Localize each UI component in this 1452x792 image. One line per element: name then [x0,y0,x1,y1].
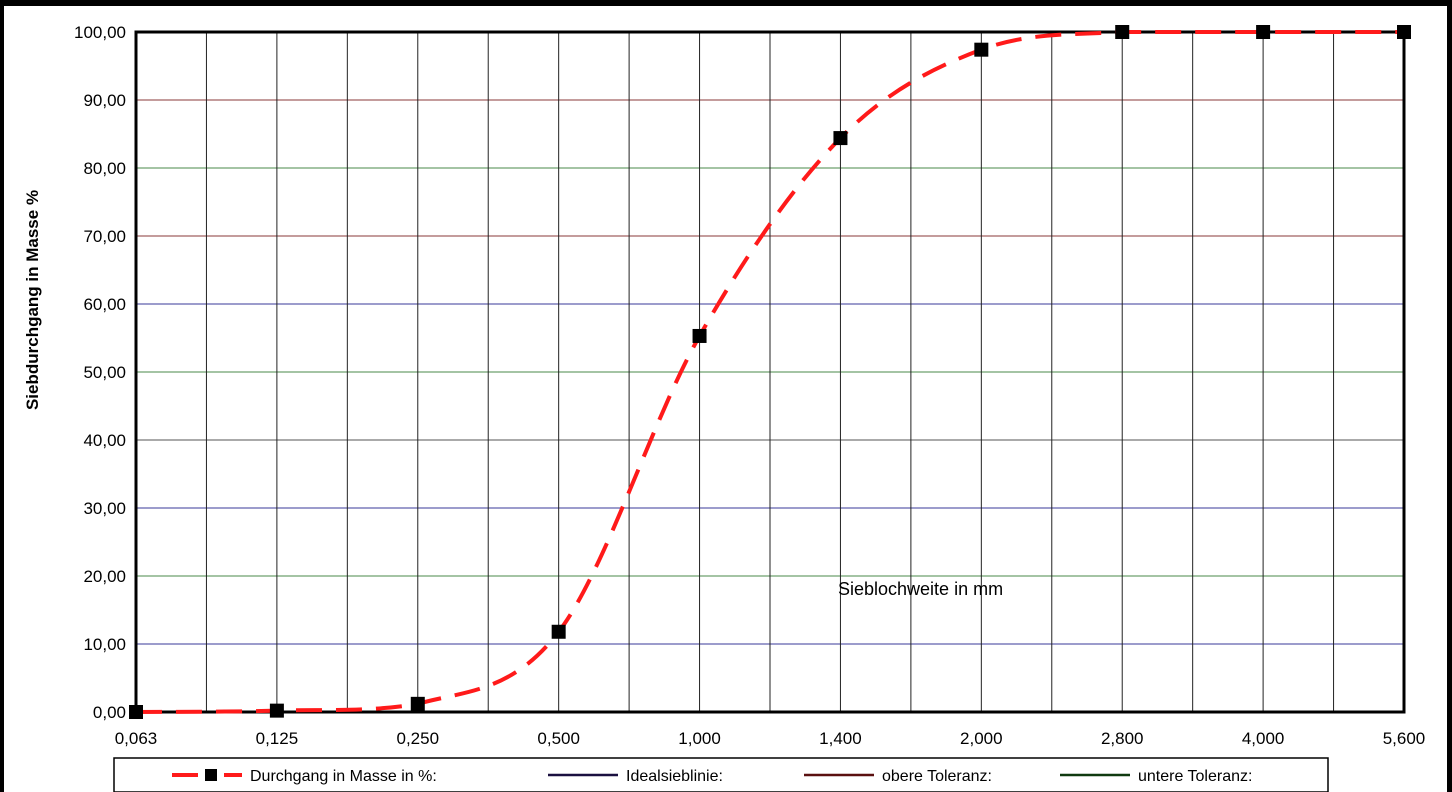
y-tick-label: 100,00 [74,23,126,42]
data-point [1397,25,1411,39]
y-tick-label: 90,00 [83,91,126,110]
legend-entry-label: obere Toleranz: [882,768,992,785]
x-tick-label: 4,000 [1242,729,1285,748]
y-tick-labels: 0,00 10,00 20,00 30,00 40,00 50,00 60,00 70,00 8… [74,23,126,722]
x-tick-label: 0,500 [537,729,580,748]
legend-entry-label: untere Toleranz: [1138,768,1252,785]
y-tick-label: 20,00 [83,567,126,586]
x-tick-label: 1,400 [819,729,862,748]
y-tick-label: 10,00 [83,635,126,654]
data-point [1256,25,1271,39]
y-tick-label: 40,00 [83,431,126,450]
series-durchgang-markers [129,25,1411,719]
y-tick-label: 30,00 [83,499,126,518]
legend-marker [205,769,217,781]
data-point [269,703,284,718]
legend: Durchgang in Masse in %: Idealsieblinie: o… [113,757,1329,792]
series-path [135,29,1404,714]
x-tick-label: 0,125 [256,729,299,748]
data-point [1115,25,1130,39]
x-tick-label: 5,600 [1383,729,1426,748]
data-point [974,42,989,57]
y-axis-label: Siebdurchgang in Masse % [23,190,42,410]
y-tick-label: 60,00 [83,295,126,314]
y-tick-label: 70,00 [83,227,126,246]
data-point [551,624,566,639]
data-point [833,131,848,146]
data-point [410,696,425,711]
data-point [692,328,707,343]
y-tick-label: 80,00 [83,159,126,178]
data-point [129,705,143,719]
x-tick-label: 2,800 [1101,729,1144,748]
x-axis-label: Sieblochweite in mm [838,579,1003,599]
top-frame-bar [0,0,1452,6]
right-frame-bar [1447,0,1452,792]
legend-entry-label: Durchgang in Masse in %: [250,768,437,785]
y-tick-label: 0,00 [93,703,126,722]
x-tick-labels: 0,063 0,125 0,250 0,500 1,000 1,400 2,000 2,800… [115,729,1426,748]
x-tick-label: 2,000 [960,729,1003,748]
plot-border [134,30,1406,714]
x-tick-label: 0,250 [397,729,440,748]
vertical-gridlines [135,32,1405,712]
y-tick-label: 50,00 [83,363,126,382]
x-tick-label: 1,000 [678,729,721,748]
legend-entry-label: Idealsieblinie: [626,768,723,785]
series-durchgang-line [135,29,1404,714]
left-frame-bar [0,0,4,792]
x-tick-label: 0,063 [115,729,158,748]
